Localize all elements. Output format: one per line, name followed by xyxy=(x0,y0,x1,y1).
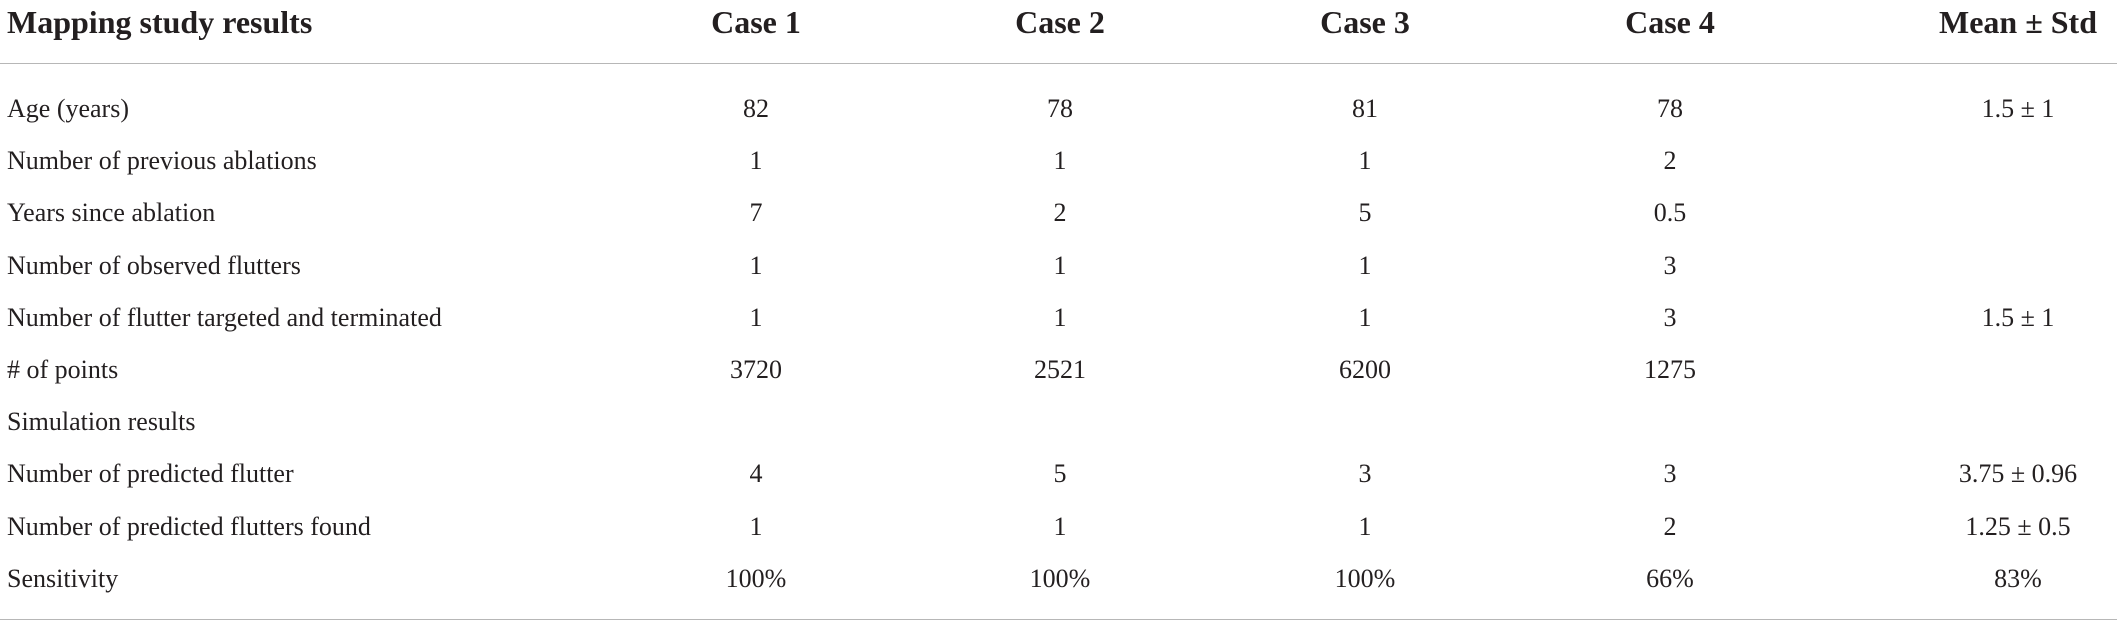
table-cell: 1 xyxy=(1053,146,1067,176)
table-cell: 2 xyxy=(1053,198,1067,228)
table-cell: 83% xyxy=(1994,563,2042,593)
column-header: Case 4 xyxy=(1625,4,1715,40)
column-header: Case 2 xyxy=(1015,4,1105,40)
table-cell: 1.5 ± 1 xyxy=(1981,94,2055,123)
table-cell: 4 xyxy=(749,459,763,489)
column-header: Mean ± Std xyxy=(1938,4,2098,40)
table-cell: 2521 xyxy=(1034,355,1086,384)
table-cell: 2 xyxy=(1663,511,1677,541)
table-cell: 1 xyxy=(749,511,763,541)
row-label: Sensitivity xyxy=(7,563,119,593)
table-cell: 1 xyxy=(1053,302,1067,332)
table-cell: 1 xyxy=(749,302,763,332)
table-cell: 100% xyxy=(725,563,787,593)
table-cell: 1 xyxy=(749,146,763,176)
row-label: Number of flutter targeted and terminate… xyxy=(7,302,442,332)
row-label: Number of observed flutters xyxy=(7,250,301,280)
table-cell: 66% xyxy=(1646,563,1694,593)
table-cell: 1 xyxy=(1053,250,1067,280)
table-cell: 1 xyxy=(749,250,763,280)
column-header: Case 1 xyxy=(711,4,801,40)
row-label: Number of predicted flutter xyxy=(7,459,294,489)
row-label: Years since ablation xyxy=(7,198,216,228)
table-cell: 1 xyxy=(1358,511,1372,541)
table-cell: 78 xyxy=(1657,94,1683,123)
table-cell: 1 xyxy=(1053,511,1067,541)
row-label: Number of predicted flutters found xyxy=(7,511,371,541)
table-cell: 3 xyxy=(1663,459,1677,489)
table-cell: 1 xyxy=(1358,250,1372,280)
table-cell: 81 xyxy=(1352,94,1378,123)
table-cell: 100% xyxy=(1029,563,1091,593)
table-cell: 3.75 ± 0.96 xyxy=(1958,459,2078,489)
table-cell: 1 xyxy=(1358,302,1372,332)
row-label: Simulation results xyxy=(7,407,196,437)
row-label: # of points xyxy=(7,355,119,384)
table-cell: 1275 xyxy=(1644,355,1696,384)
table-cell: 1.25 ± 0.5 xyxy=(1965,511,2071,541)
table-cell: 7 xyxy=(749,198,763,228)
column-header: Case 3 xyxy=(1320,4,1410,40)
table-cell: 82 xyxy=(743,94,769,123)
table-cell: 3720 xyxy=(730,355,782,384)
column-header: Mapping study results xyxy=(7,4,313,40)
row-label: Age (years) xyxy=(7,94,129,123)
table-cell: 100% xyxy=(1334,563,1396,593)
table-cell: 5 xyxy=(1053,459,1067,489)
table-cell: 3 xyxy=(1663,250,1677,280)
table-cell: 3 xyxy=(1358,459,1372,489)
bottom-rule xyxy=(0,619,2117,620)
table-cell: 1 xyxy=(1358,146,1372,176)
table-cell: 3 xyxy=(1663,302,1677,332)
table-cell: 6200 xyxy=(1339,355,1391,384)
table-cell: 5 xyxy=(1358,198,1372,228)
table-cell: 0.5 xyxy=(1653,198,1687,228)
table-cell: 78 xyxy=(1047,94,1073,123)
row-label: Number of previous ablations xyxy=(7,146,317,176)
table-cell: 2 xyxy=(1663,146,1677,176)
table-cell: 1.5 ± 1 xyxy=(1981,302,2055,332)
header-rule xyxy=(0,63,2117,64)
